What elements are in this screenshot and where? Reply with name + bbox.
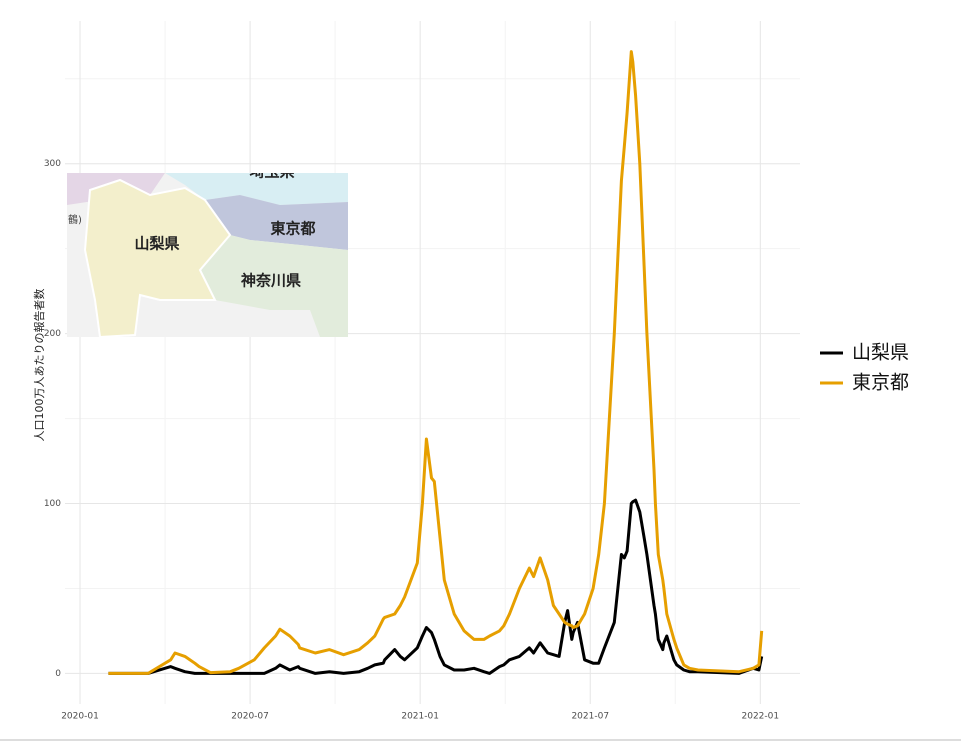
x-tick-label: 2021-01 [401, 712, 439, 722]
map-region [165, 173, 348, 205]
y-axis-label: 人口100万人あたりの報告者数 [33, 289, 46, 442]
map-label: 山梨県 [134, 235, 179, 253]
x-tick-label: 2022-01 [742, 712, 780, 722]
legend-label: 山梨県 [852, 342, 909, 364]
x-tick-label: 2021-07 [571, 712, 609, 722]
legend-label: 東京都 [852, 372, 909, 394]
y-tick-label: 300 [44, 159, 61, 169]
map-region [83, 178, 232, 337]
map-label: 神奈川県 [241, 272, 301, 290]
map-label: 埼玉県 [249, 163, 294, 181]
map-region [200, 235, 348, 337]
map-label: 東京都 [270, 220, 315, 238]
inset-map: 山梨県 東京都 神奈川県 埼玉県 鶴) [67, 163, 348, 337]
x-tick-label: 2020-01 [61, 712, 99, 722]
y-tick-label: 0 [55, 669, 61, 679]
x-tick-label: 2020-07 [231, 712, 269, 722]
y-tick-label: 200 [44, 329, 61, 339]
map-region [205, 195, 348, 250]
y-tick-label: 100 [44, 499, 61, 509]
series-line [108, 498, 764, 675]
map-label: 鶴) [68, 213, 82, 226]
series-line [108, 50, 764, 675]
